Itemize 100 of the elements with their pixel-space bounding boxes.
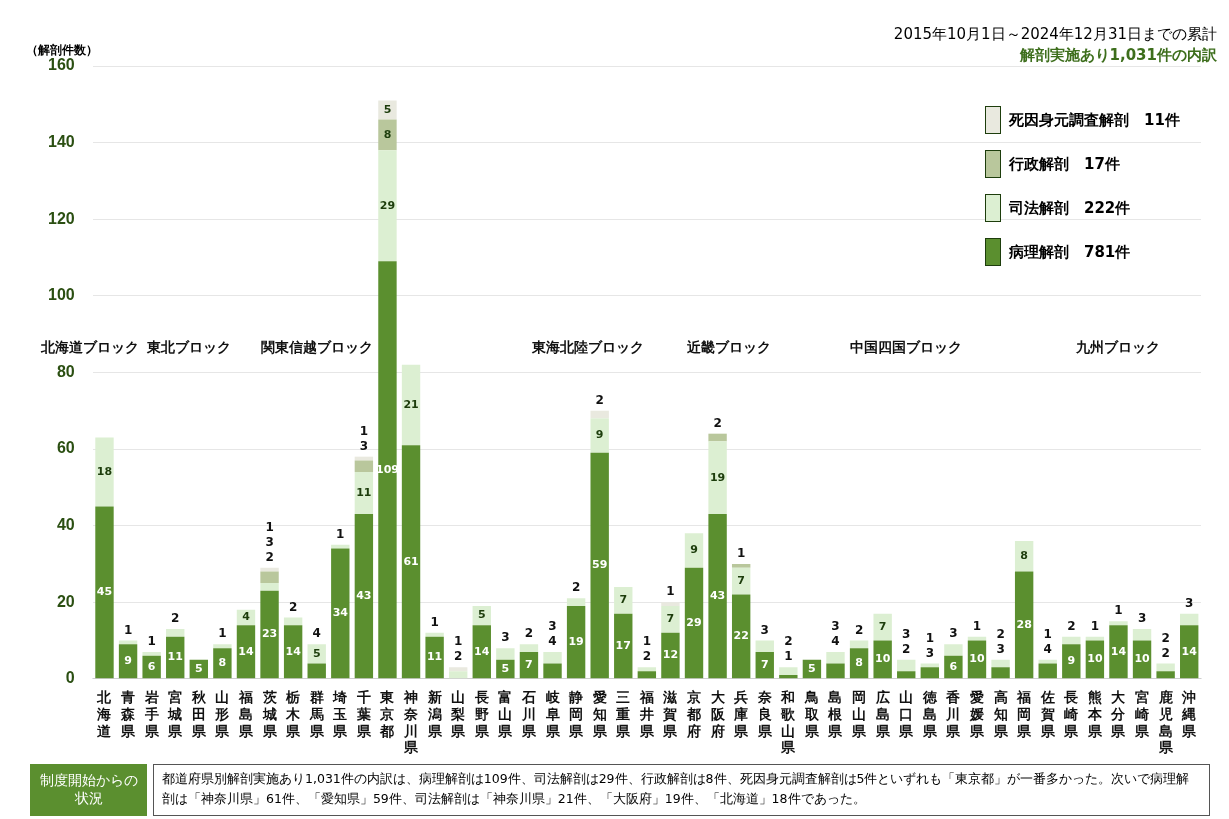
bar: [1156, 671, 1175, 679]
y-tick-label: 20: [56, 592, 75, 610]
data-label: 2: [288, 599, 298, 614]
x-tick-label: 北海道: [96, 689, 113, 739]
x-tick-label: 大阪府: [709, 689, 726, 739]
data-label: 3: [925, 645, 934, 660]
data-label: 14: [1181, 644, 1198, 658]
data-label: 2: [1161, 645, 1170, 660]
data-label: 2: [595, 392, 604, 407]
annotation: 中国四国ブロック: [850, 338, 963, 355]
x-tick-label: 石川県: [520, 689, 537, 739]
x-tick-label: 静岡県: [568, 689, 585, 739]
data-label: 5: [477, 608, 486, 622]
data-label: 7: [619, 593, 628, 607]
data-label: 2: [265, 549, 274, 564]
x-tick-label: 青森県: [120, 689, 137, 739]
x-tick-label: 佐賀県: [1039, 689, 1056, 739]
y-tick-label: 40: [56, 516, 75, 534]
data-label: 3: [996, 641, 1005, 656]
bar: [708, 441, 727, 515]
data-label: 45: [96, 585, 113, 599]
bar: [944, 644, 963, 656]
data-label: 1: [1114, 603, 1123, 618]
bar: [755, 651, 774, 679]
data-label: 8: [1020, 549, 1028, 563]
x-tick-label: 栃木県: [285, 689, 302, 739]
bar: [826, 663, 845, 679]
bar: [731, 594, 751, 679]
bar: [378, 100, 397, 120]
bar: [543, 651, 562, 664]
bar: [401, 364, 421, 446]
x-tick-label: 山形県: [214, 689, 231, 739]
data-label: 3: [501, 630, 510, 645]
annotation: 九州ブロック: [1075, 338, 1161, 355]
x-tick-label: 宮城県: [167, 689, 184, 739]
annotation: 東海北陸ブロック: [530, 338, 644, 355]
data-label: 1: [1090, 618, 1100, 633]
data-label: 14: [238, 644, 254, 658]
x-tick-label: 新潟県: [426, 689, 443, 739]
bar: [1109, 621, 1128, 626]
bar: [897, 671, 916, 679]
data-label: 1: [359, 423, 369, 438]
data-label: 2: [854, 622, 864, 637]
data-label: 3: [949, 626, 958, 641]
y-axis-title: （解剖件数）: [26, 42, 98, 58]
x-tick-label: 長野県: [473, 689, 490, 739]
bar: [566, 598, 586, 607]
y-tick-label: 0: [65, 669, 75, 687]
x-tick-label: 和歌山県: [780, 689, 797, 756]
data-label: 3: [902, 626, 911, 641]
data-label: 7: [760, 658, 769, 671]
bar: [1014, 571, 1034, 679]
data-label: 1: [336, 526, 345, 541]
bar: [637, 667, 657, 672]
x-tick-label: 岐阜県: [544, 689, 561, 739]
data-label: 3: [1137, 611, 1147, 626]
data-label: 3: [359, 438, 369, 453]
bar: [95, 437, 114, 507]
data-label: 3: [831, 619, 840, 634]
bar: [614, 586, 633, 614]
x-tick-label: 長崎県: [1063, 689, 1080, 739]
data-label: 9: [690, 543, 698, 557]
x-tick-label: 愛知県: [591, 689, 608, 739]
data-label: 2: [454, 649, 463, 664]
data-label: 1: [784, 649, 793, 664]
data-label: 8: [218, 656, 227, 670]
data-label: 2: [784, 634, 793, 649]
data-label: 1: [642, 634, 652, 649]
bar: [897, 659, 916, 672]
bar: [425, 632, 444, 637]
bar: [354, 514, 374, 679]
bar: [991, 659, 1010, 668]
bar: [779, 667, 798, 675]
data-label: 5: [312, 646, 321, 660]
data-label: 5: [808, 661, 816, 675]
bar: [590, 410, 609, 419]
bar: [661, 632, 680, 679]
data-label: 1: [666, 584, 675, 599]
x-tick-label: 埼玉県: [332, 689, 349, 739]
legend-label: 司法解剖 222件: [1009, 198, 1131, 218]
data-label: 7: [666, 612, 675, 626]
x-tick-label: 群馬県: [308, 689, 325, 739]
x-tick-label: 三重県: [615, 689, 632, 739]
data-label: 1: [123, 622, 133, 637]
data-label: 8: [855, 656, 863, 670]
y-tick-label: 120: [47, 209, 75, 227]
bar: [95, 506, 114, 679]
x-tick-label: 富山県: [497, 689, 514, 739]
x-tick-label: 京都府: [686, 689, 702, 739]
data-label: 2: [571, 580, 581, 595]
data-label: 17: [615, 638, 631, 652]
data-label: 3: [760, 622, 769, 637]
data-label: 2: [902, 641, 911, 656]
bar: [472, 625, 491, 679]
data-label: 8: [383, 127, 392, 141]
bar: [755, 640, 774, 652]
annotation: 東北ブロック: [146, 338, 232, 355]
data-label: 10: [1134, 652, 1151, 666]
bar: [1085, 636, 1105, 641]
bar: [873, 613, 892, 641]
